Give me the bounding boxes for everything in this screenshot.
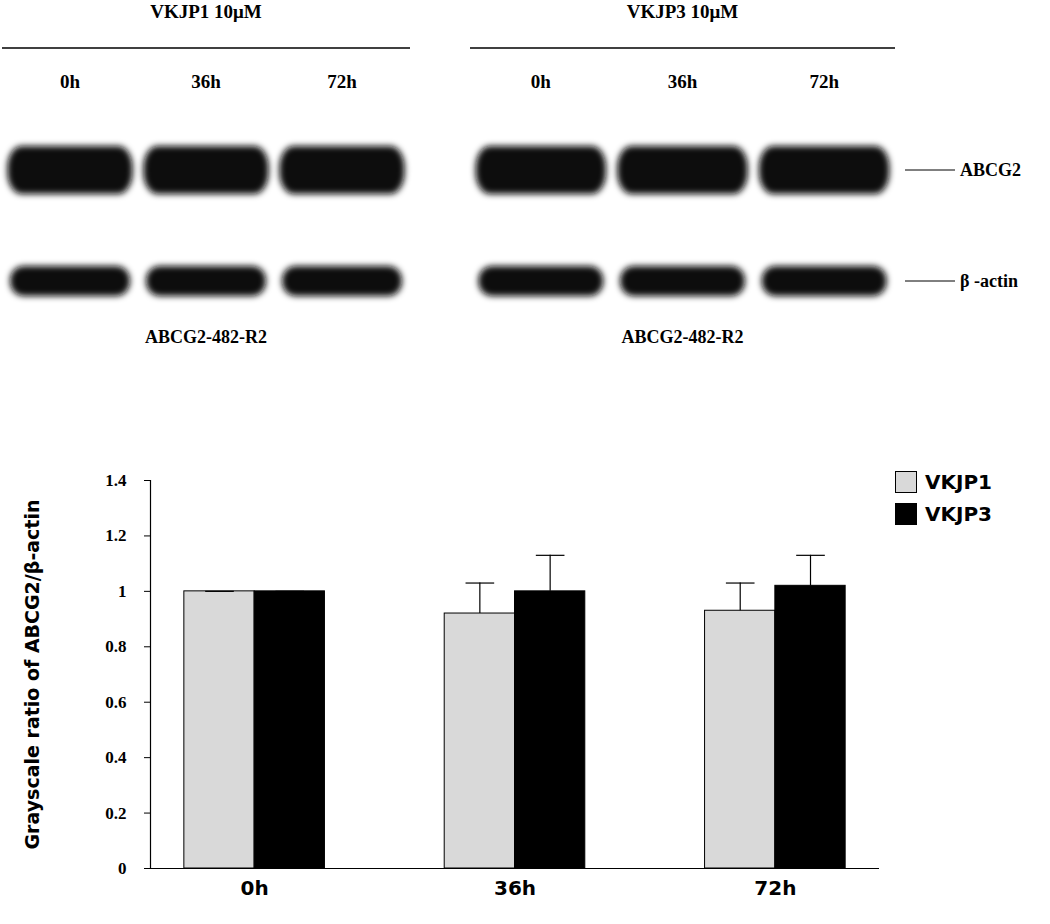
svg-text:ABCG2-482-R2: ABCG2-482-R2 xyxy=(145,327,267,347)
html-text:VKJP3: VKJP3 xyxy=(925,502,992,526)
svg-text:0.4: 0.4 xyxy=(105,748,127,767)
svg-text:72h: 72h xyxy=(809,71,839,92)
svg-text:VKJP3 10μM: VKJP3 10μM xyxy=(627,1,739,22)
svg-text:72h: 72h xyxy=(754,876,796,900)
svg-text:36h: 36h xyxy=(191,71,221,92)
svg-text:VKJP1 10μM: VKJP1 10μM xyxy=(150,1,262,22)
svg-text:β -actin: β -actin xyxy=(960,271,1018,291)
svg-text:1.2: 1.2 xyxy=(105,526,126,545)
svg-text:0.2: 0.2 xyxy=(105,804,126,823)
svg-text:ABCG2-482-R2: ABCG2-482-R2 xyxy=(622,327,744,347)
svg-text:72h: 72h xyxy=(327,71,357,92)
svg-text:0.6: 0.6 xyxy=(105,693,126,712)
svg-text:0h: 0h xyxy=(241,876,269,900)
svg-text:1: 1 xyxy=(118,582,127,601)
svg-text:0h: 0h xyxy=(60,71,81,92)
svg-text:ABCG2: ABCG2 xyxy=(960,160,1021,180)
svg-text:0: 0 xyxy=(118,859,127,878)
svg-text:1.4: 1.4 xyxy=(105,471,127,490)
svg-text:36h: 36h xyxy=(494,876,536,900)
svg-text:36h: 36h xyxy=(668,71,698,92)
html-text:VKJP1: VKJP1 xyxy=(925,470,992,494)
svg-text:0h: 0h xyxy=(531,71,552,92)
svg-text:0.8: 0.8 xyxy=(105,637,126,656)
svg-text:Grayscale ratio of ABCG2/β-act: Grayscale ratio of ABCG2/β-actin xyxy=(21,500,43,850)
